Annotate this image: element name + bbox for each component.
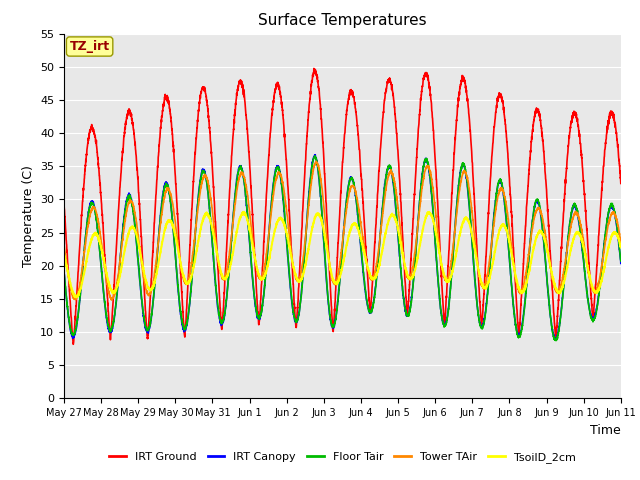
Y-axis label: Temperature (C): Temperature (C) <box>22 165 35 267</box>
Legend: IRT Ground, IRT Canopy, Floor Tair, Tower TAir, TsoilD_2cm: IRT Ground, IRT Canopy, Floor Tair, Towe… <box>105 448 580 468</box>
Title: Surface Temperatures: Surface Temperatures <box>258 13 427 28</box>
Text: TZ_irt: TZ_irt <box>70 40 109 53</box>
X-axis label: Time: Time <box>590 424 621 437</box>
